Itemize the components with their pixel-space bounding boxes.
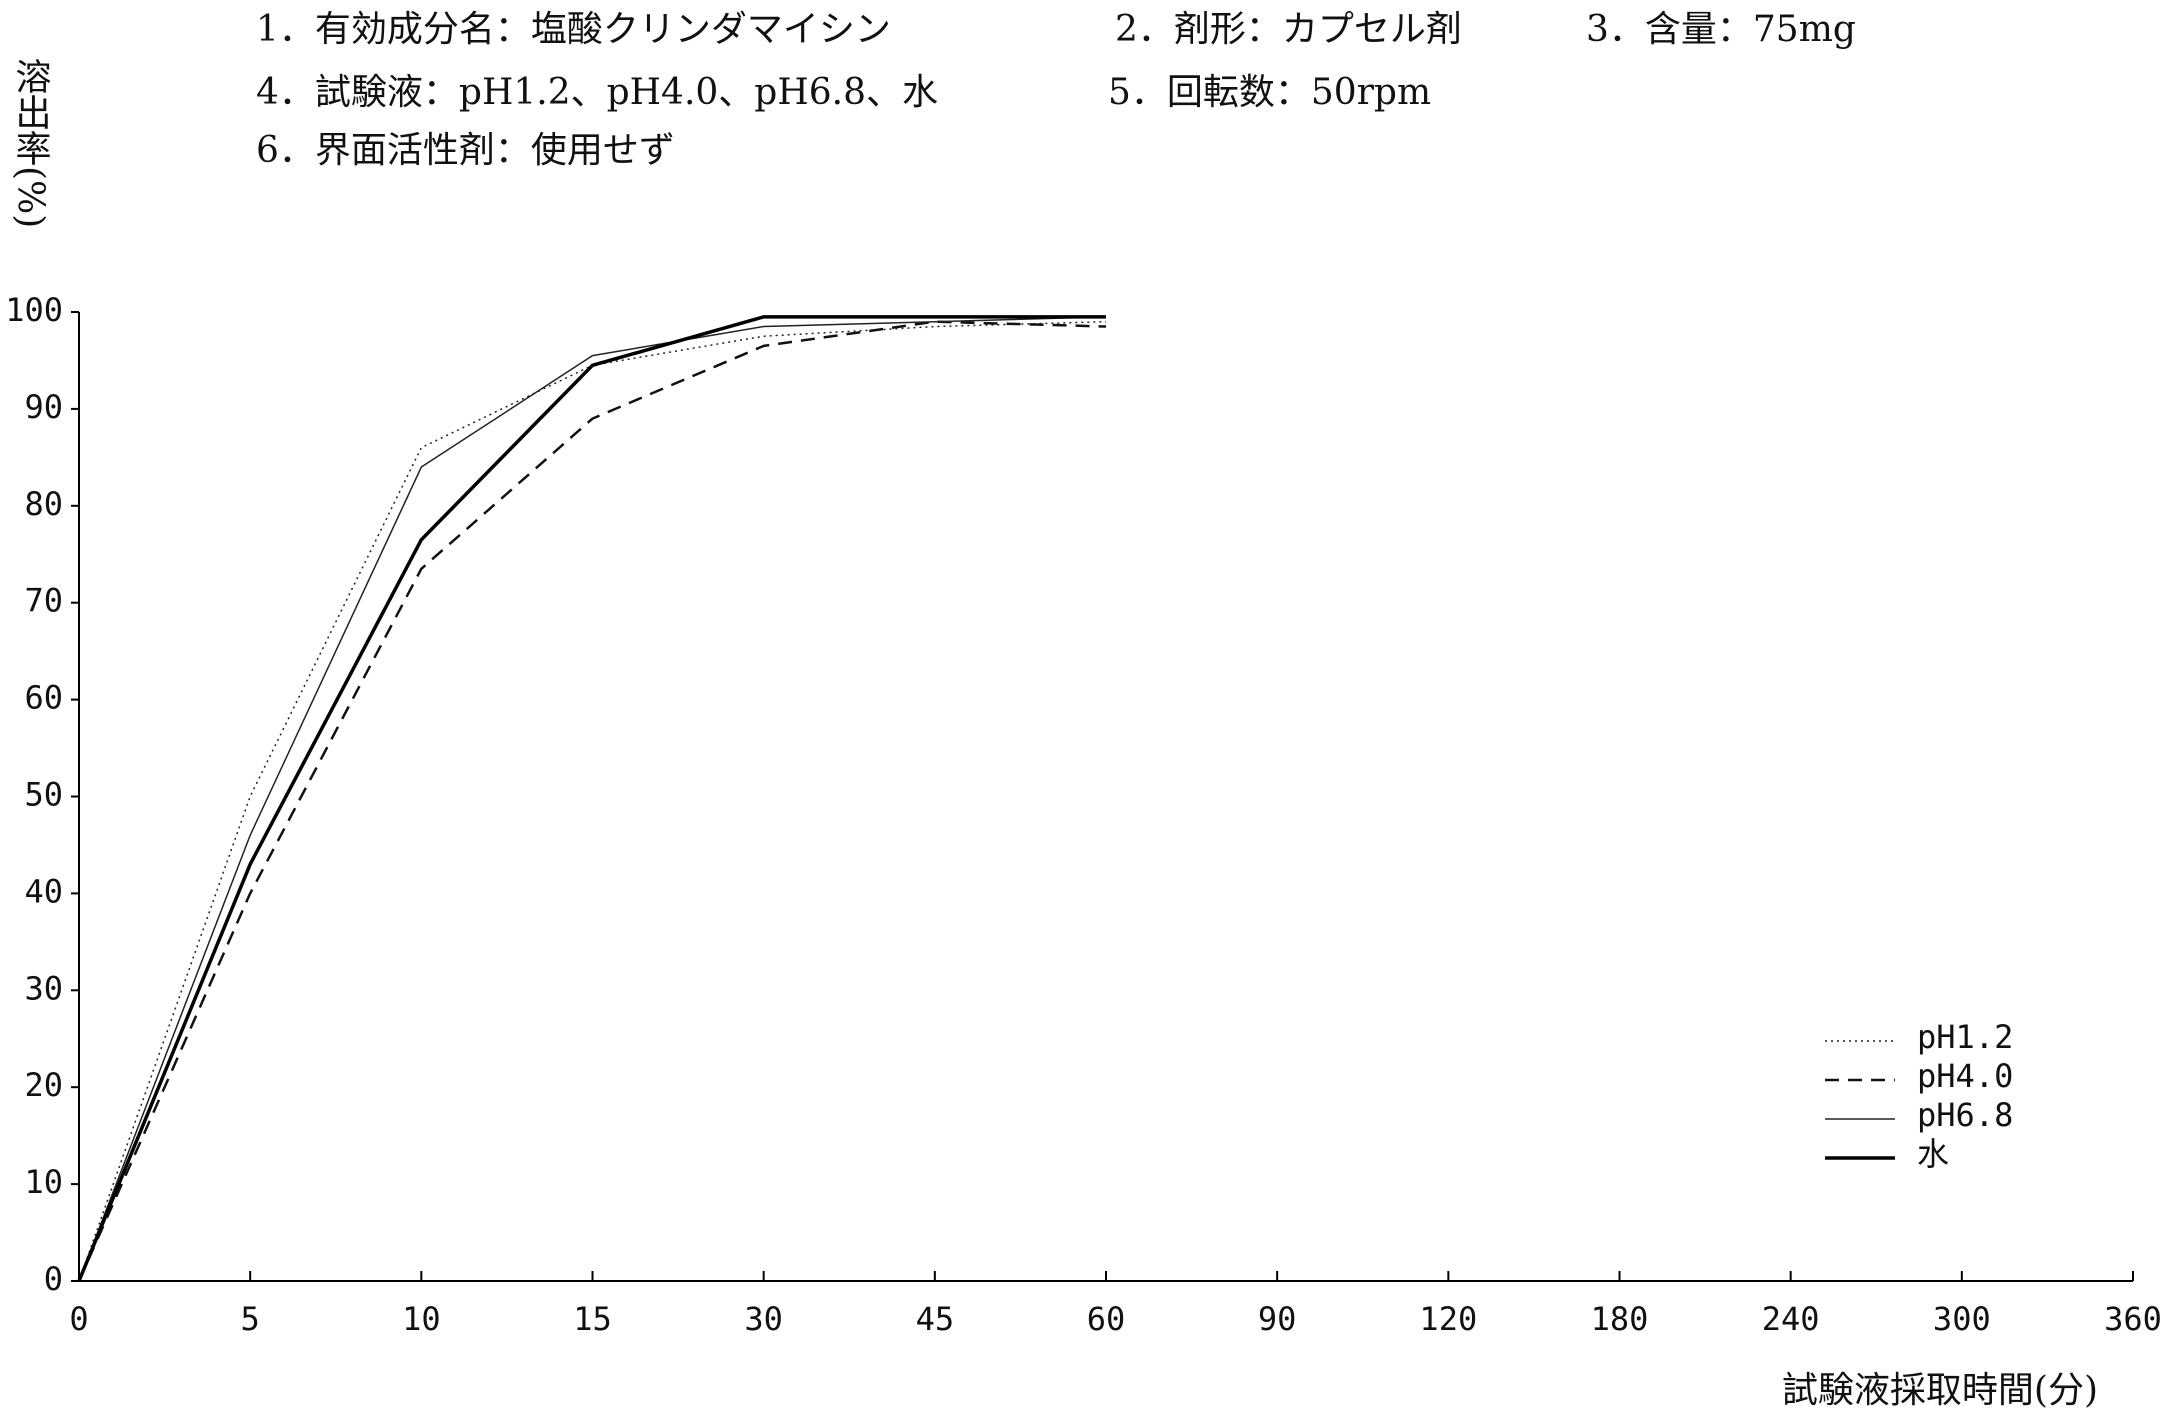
header-item: 5．回転数：50rpm [1108, 72, 1431, 113]
y-tick-label: 40 [24, 872, 63, 910]
header-item: 6．界面活性剤：使用せず [256, 130, 675, 171]
legend-label: pH1.2 [1917, 1018, 2013, 1056]
y-tick-label: 100 [5, 291, 63, 329]
x-axis-label: 試験液採取時間(分) [1782, 1370, 2098, 1411]
series-line [77, 320, 1107, 1282]
header-item: 2．剤形：カプセル剤 [1115, 9, 1462, 50]
x-tick-label: 180 [1591, 1300, 1649, 1338]
y-tick-label: 0 [44, 1260, 63, 1298]
legend-label: pH6.8 [1917, 1096, 2013, 1134]
x-tick-label: 90 [1258, 1300, 1297, 1338]
y-tick-label: 60 [24, 679, 63, 717]
x-tick-label: 5 [241, 1300, 260, 1338]
y-axis-label: 溶出率(%) [10, 58, 51, 229]
header-item: 1．有効成分名：塩酸クリンダマイシン [256, 9, 891, 50]
x-tick-label: 45 [916, 1300, 955, 1338]
series-line [77, 315, 1106, 1282]
series-line [78, 316, 1107, 1282]
y-tick-label: 20 [24, 1066, 63, 1104]
x-tick-label: 0 [69, 1300, 88, 1338]
x-tick-label: 240 [1762, 1300, 1820, 1338]
series-line [78, 320, 1107, 1282]
legend-label: pH4.0 [1917, 1057, 2013, 1095]
y-tick-label: 30 [24, 969, 63, 1007]
y-tick-label: 50 [24, 776, 63, 814]
x-tick-label: 120 [1419, 1300, 1477, 1338]
legend-label: 水 [1917, 1135, 1949, 1173]
y-tick-label: 10 [24, 1163, 63, 1201]
x-tick-label: 360 [2104, 1300, 2162, 1338]
y-tick-label: 90 [24, 388, 63, 426]
header-item: 3．含量：75mg [1586, 9, 1856, 50]
x-tick-label: 10 [402, 1300, 441, 1338]
y-tick-label: 80 [24, 485, 63, 523]
x-tick-label: 60 [1087, 1300, 1126, 1338]
x-tick-label: 300 [1933, 1300, 1991, 1338]
x-tick-label: 15 [573, 1300, 612, 1338]
y-tick-label: 70 [24, 582, 63, 620]
header-item: 4．試験液：pH1.2、pH4.0、pH6.8、水 [256, 72, 938, 113]
x-tick-label: 30 [744, 1300, 783, 1338]
